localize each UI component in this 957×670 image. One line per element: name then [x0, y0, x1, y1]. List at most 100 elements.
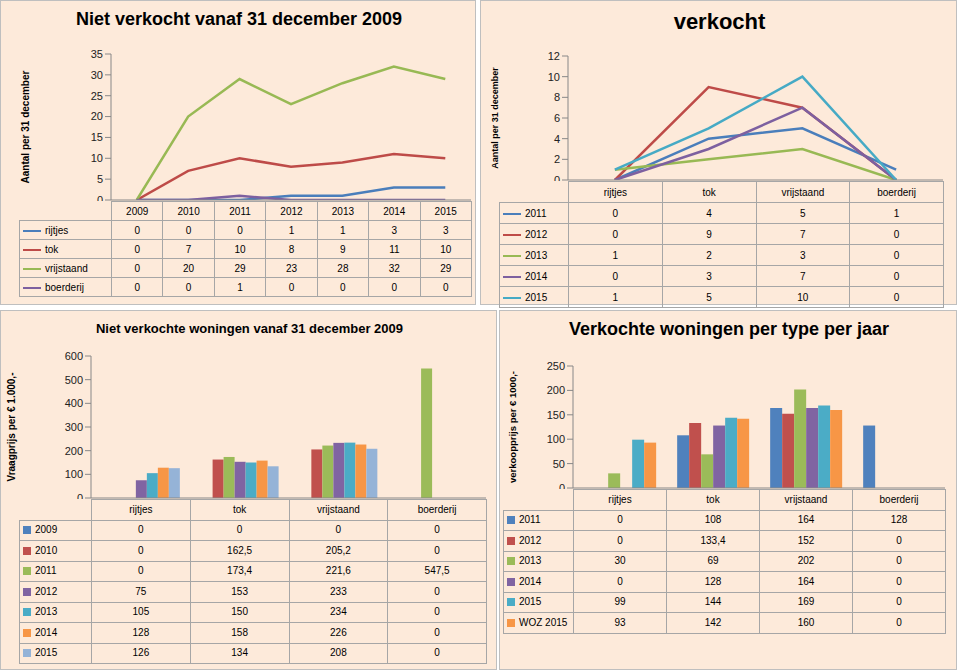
svg-text:10: 10 [91, 152, 103, 164]
html-text:tok: tok [233, 503, 247, 515]
html-text:rijtjes: rijtjes [45, 224, 69, 236]
svg-text:35: 35 [91, 48, 103, 60]
svg-text:4: 4 [554, 133, 560, 145]
html-text:2013: 2013 [331, 205, 354, 217]
html-text:vrijstaand: vrijstaand [784, 493, 828, 505]
html-text:2009: 2009 [35, 524, 58, 535]
html-text:133,4: 133,4 [700, 534, 726, 546]
svg-text:0: 0 [77, 492, 83, 499]
svg-text:2: 2 [554, 153, 560, 165]
html-text:152: 152 [797, 534, 815, 546]
html-text:10: 10 [797, 291, 809, 303]
html-text:Aantal per 31 december: Aantal per 31 december [19, 70, 31, 184]
html-text:rijtjes: rijtjes [129, 503, 153, 515]
html-text:vrijstaand: vrijstaand [45, 262, 88, 274]
html-text:verkocht: verkocht [673, 9, 766, 34]
html-text:2014: 2014 [383, 205, 406, 217]
html-text:93: 93 [614, 616, 626, 628]
html-text:boerderij: boerderij [417, 503, 457, 515]
html-text:32: 32 [388, 262, 400, 274]
svg-text:100: 100 [65, 468, 83, 480]
html-text:205,2: 205,2 [325, 544, 351, 556]
html-text:rijtjes: rijtjes [608, 493, 632, 505]
html-text:233: 233 [330, 585, 347, 597]
html-text:29: 29 [234, 262, 246, 274]
svg-text:20: 20 [91, 110, 103, 122]
html-text:Verkochte woningen per type pe: Verkochte woningen per type per jaar [568, 319, 889, 339]
svg-text:10: 10 [548, 71, 560, 83]
svg-text:200: 200 [65, 445, 83, 457]
html-text:153: 153 [231, 585, 248, 597]
html-text:28: 28 [337, 262, 349, 274]
svg-text:300: 300 [65, 421, 83, 433]
svg-text:400: 400 [65, 397, 83, 409]
html-text:2010: 2010 [177, 205, 200, 217]
html-text:2009: 2009 [126, 205, 149, 217]
svg-text:0: 0 [97, 194, 103, 201]
svg-text:30: 30 [91, 69, 103, 81]
html-text:10: 10 [234, 243, 246, 255]
html-text:29: 29 [440, 262, 452, 274]
html-text:173,4: 173,4 [227, 565, 253, 576]
html-text:vrijstaand: vrijstaand [317, 503, 360, 515]
html-text:128: 128 [132, 626, 150, 638]
svg-text:15: 15 [91, 131, 103, 143]
html-text:2010: 2010 [35, 544, 58, 556]
html-text:verkoopprijs per € 1000,-: verkoopprijs per € 1000,- [506, 371, 518, 483]
svg-text:8: 8 [554, 91, 560, 103]
html-text:2013: 2013 [35, 606, 58, 617]
html-text:2012: 2012 [280, 205, 303, 217]
svg-text:600: 600 [65, 350, 83, 362]
svg-text:100: 100 [547, 433, 565, 445]
html-text:2013: 2013 [525, 249, 548, 261]
html-text:Niet verkochte woningen vanaf: Niet verkochte woningen vanaf 31 decembe… [96, 321, 403, 336]
svg-text:150: 150 [547, 409, 565, 421]
html-text:tok: tok [706, 493, 720, 505]
html-text:boerderij: boerderij [879, 493, 919, 505]
html-text:162,5: 162,5 [227, 544, 253, 556]
html-text:WOZ 2015: WOZ 2015 [519, 616, 568, 628]
html-text:Vraagprijs per € 1.000,-: Vraagprijs per € 1.000,- [5, 372, 17, 482]
html-text:11: 11 [389, 243, 400, 255]
html-text:2012: 2012 [35, 585, 58, 597]
html-text:226: 226 [330, 626, 347, 638]
html-text:2012: 2012 [525, 228, 548, 240]
html-text:2015: 2015 [525, 291, 548, 303]
html-text:2011: 2011 [35, 565, 57, 576]
svg-text:500: 500 [65, 374, 83, 386]
html-text:164: 164 [797, 575, 815, 587]
svg-text:50: 50 [553, 458, 565, 470]
html-text:2014: 2014 [525, 270, 548, 282]
html-text:2015: 2015 [434, 205, 457, 217]
html-text:75: 75 [135, 585, 147, 597]
svg-text:25: 25 [91, 90, 103, 102]
html-text:Niet verkocht vanaf 31 decembe: Niet verkocht vanaf 31 december 2009 [75, 9, 403, 29]
svg-text:0: 0 [559, 482, 565, 489]
html-text:158: 158 [231, 626, 248, 638]
html-text:221,6: 221,6 [325, 565, 351, 576]
svg-text:5: 5 [97, 173, 103, 185]
html-text:20: 20 [183, 262, 195, 274]
html-text:tok: tok [702, 186, 716, 198]
html-text:128: 128 [704, 575, 722, 587]
html-text:2014: 2014 [519, 575, 542, 587]
html-text:547,5: 547,5 [424, 565, 450, 576]
html-text:160: 160 [797, 616, 815, 628]
html-text:23: 23 [285, 262, 297, 274]
svg-text:0: 0 [554, 174, 560, 181]
html-text:2011: 2011 [525, 207, 547, 219]
html-text:rijtjes: rijtjes [603, 186, 627, 198]
html-text:boerderij: boerderij [45, 281, 84, 293]
html-text:142: 142 [704, 616, 722, 628]
svg-text:6: 6 [554, 112, 560, 124]
html-text:vrijstaand: vrijstaand [781, 186, 825, 198]
html-text:2011: 2011 [229, 205, 251, 217]
html-text:10: 10 [440, 243, 452, 255]
html-text:2012: 2012 [519, 534, 542, 546]
svg-text:12: 12 [548, 50, 560, 62]
svg-text:200: 200 [547, 384, 565, 396]
html-text:boerderij: boerderij [877, 186, 917, 198]
svg-text:250: 250 [547, 360, 565, 372]
html-text:2014: 2014 [35, 626, 58, 638]
html-text:tok: tok [45, 243, 59, 255]
